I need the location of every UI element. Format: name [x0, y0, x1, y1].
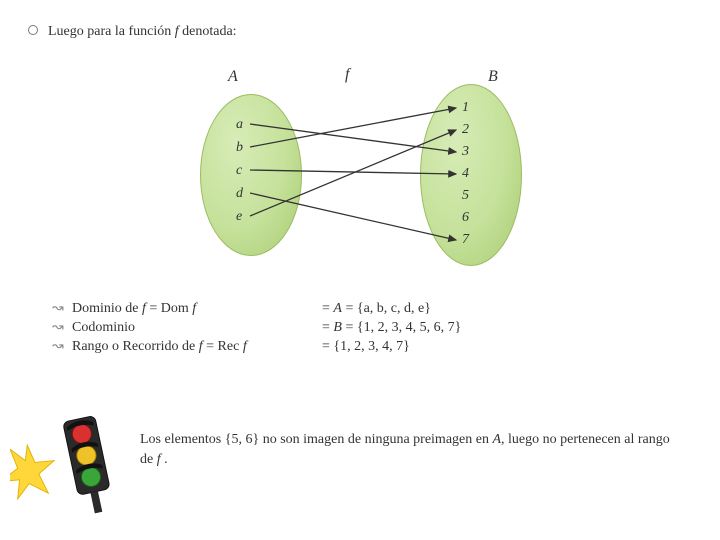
dom-mid: = Dom	[146, 301, 192, 316]
top-text2: denotada:	[179, 24, 237, 39]
cod-set: = {1, 2, 3, 4, 5, 6, 7}	[342, 320, 461, 335]
ran-f2: f	[243, 339, 247, 354]
function-diagram: A f B a b c d e 1 2 3 4 5 6 7	[160, 62, 520, 272]
definitions-block: ↝ Dominio de f = Dom f = A = {a, b, c, d…	[52, 300, 672, 357]
bullet-curl-icon: ↝	[52, 338, 66, 355]
bullet-curl-icon: ↝	[52, 319, 66, 336]
def-range: ↝ Rango o Recorrido de f = Rec f = {1, 2…	[52, 338, 672, 355]
dom-A: A	[333, 301, 342, 316]
bullet-curl-icon: ↝	[52, 300, 66, 317]
cod-label: Codominio	[72, 320, 322, 336]
traffic-light-icon	[10, 405, 125, 520]
arrows-svg	[160, 62, 520, 272]
top-text: Luego para la función	[48, 24, 175, 39]
cod-eq: =	[322, 320, 333, 335]
note-part1: Los elementos {5, 6} no son imagen de ni…	[140, 432, 492, 447]
dom-eq: =	[322, 301, 333, 316]
dom-set: = {a, b, c, d, e}	[342, 301, 431, 316]
ran-pre: Rango o Recorrido de	[72, 339, 199, 354]
bullet-icon	[28, 25, 38, 35]
bottom-note: Los elementos {5, 6} no son imagen de ni…	[140, 430, 680, 469]
ran-set: = {1, 2, 3, 4, 7}	[322, 339, 410, 355]
cod-B: B	[333, 320, 342, 335]
dom-pre: Dominio de	[72, 301, 142, 316]
ran-mid: = Rec	[203, 339, 243, 354]
dom-f2: f	[192, 301, 196, 316]
def-domain: ↝ Dominio de f = Dom f = A = {a, b, c, d…	[52, 300, 672, 317]
top-statement: Luego para la función f denotada:	[28, 24, 237, 40]
note-part3: .	[164, 452, 168, 467]
def-codomain: ↝ Codominio = B = {1, 2, 3, 4, 5, 6, 7}	[52, 319, 672, 336]
note-f: f	[157, 452, 164, 467]
note-A: A	[492, 432, 501, 447]
